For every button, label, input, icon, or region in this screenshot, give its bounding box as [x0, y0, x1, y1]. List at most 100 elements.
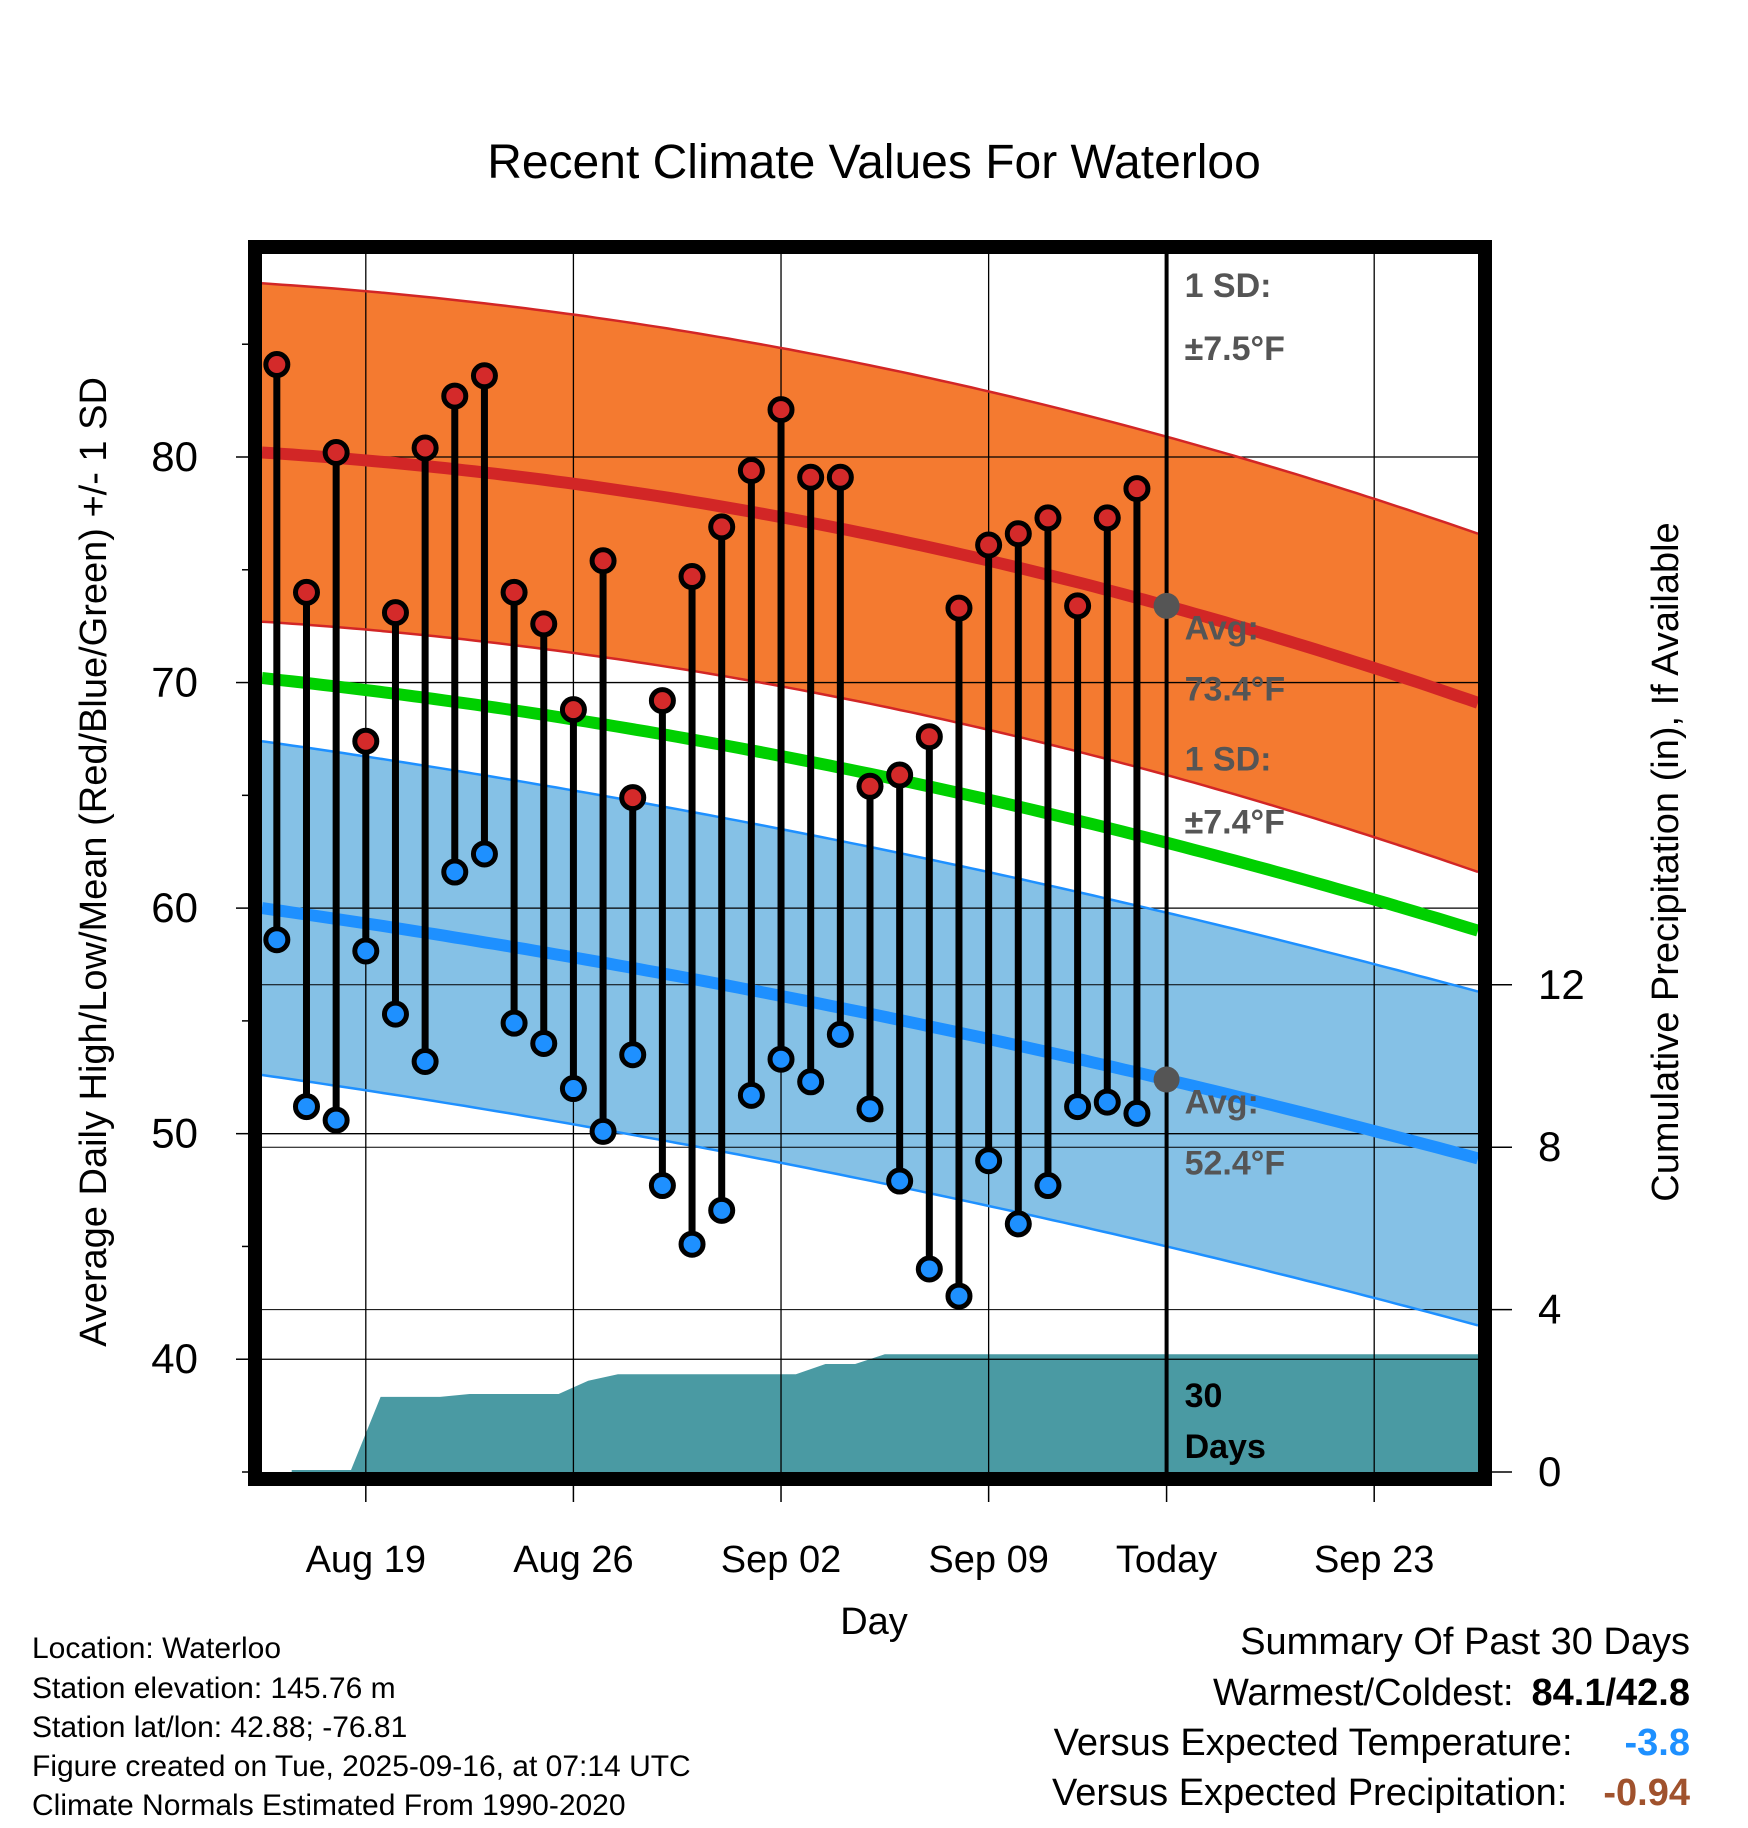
daily-high-marker — [352, 727, 380, 755]
daily-high-marker — [767, 396, 795, 424]
daily-low-marker — [619, 1041, 647, 1069]
daily-high-marker — [1034, 504, 1062, 532]
daily-low-marker — [886, 1167, 914, 1195]
precipitation-area — [291, 1354, 1478, 1472]
normals-line: Climate Normals Estimated From 1990-2020 — [32, 1789, 626, 1822]
high-sd-band — [262, 283, 1478, 872]
high-avg-value: 73.4°F — [1185, 671, 1286, 709]
y-tick-label: 60 — [151, 884, 198, 931]
daily-low-marker — [975, 1147, 1003, 1175]
daily-high-marker — [826, 463, 854, 491]
daily-low-marker — [589, 1117, 617, 1145]
warm-cold-label: Warmest/Coldest: — [1212, 1672, 1514, 1714]
daily-high-marker — [500, 578, 528, 606]
location-line: Location: Waterloo — [32, 1632, 282, 1665]
daily-high-marker — [381, 599, 409, 627]
y-tick-label: 80 — [151, 433, 198, 480]
summary-title: Summary Of Past 30 Days — [1240, 1621, 1690, 1663]
y2-tick-label: 12 — [1538, 961, 1585, 1008]
daily-low-marker — [915, 1255, 943, 1283]
daily-high-marker — [322, 438, 350, 466]
summary-precipitation: Versus Expected Precipitation: -0.94 — [1052, 1772, 1690, 1815]
daily-low-marker — [1064, 1093, 1092, 1121]
x-tick-label: Today — [1116, 1539, 1217, 1581]
y2-tick-label: 4 — [1538, 1286, 1561, 1333]
daily-high-marker — [886, 761, 914, 789]
daily-low-marker — [559, 1075, 587, 1103]
high-avg-label: Avg: — [1185, 610, 1259, 648]
daily-low-marker — [441, 858, 469, 886]
warm-cold-value: 84.1/42.8 — [1531, 1672, 1690, 1714]
daily-high-marker — [708, 513, 736, 541]
daily-high-marker — [975, 531, 1003, 559]
today-high-avg-dot — [1153, 592, 1180, 619]
daily-high-marker — [589, 547, 617, 575]
daily-low-marker — [708, 1196, 736, 1224]
daily-high-marker — [292, 578, 320, 606]
x-tick-label: Sep 09 — [928, 1539, 1048, 1581]
daily-low-marker — [352, 937, 380, 965]
daily-high-marker — [263, 351, 291, 379]
daily-low-marker — [1093, 1088, 1121, 1116]
daily-low-marker — [470, 840, 498, 868]
daily-low-marker — [263, 926, 291, 954]
daily-high-marker — [1123, 475, 1151, 503]
daily-low-marker — [381, 1000, 409, 1028]
low-avg-value: 52.4°F — [1185, 1144, 1286, 1182]
x-tick-label: Sep 23 — [1314, 1539, 1434, 1581]
daily-low-marker — [767, 1045, 795, 1073]
daily-low-marker — [1004, 1210, 1032, 1238]
daily-high-marker — [945, 594, 973, 622]
daily-high-marker — [411, 434, 439, 462]
latlon-line: Station lat/lon: 42.88; -76.81 — [32, 1711, 408, 1744]
daily-high-marker — [915, 723, 943, 751]
y-axis-label: Average Daily High/Low/Mean (Red/Blue/Gr… — [73, 377, 115, 1347]
today-low-avg-dot — [1153, 1066, 1180, 1093]
daily-high-marker — [559, 696, 587, 724]
daily-high-marker — [797, 463, 825, 491]
daily-low-marker — [530, 1029, 558, 1057]
daily-low-marker — [856, 1095, 884, 1123]
y-tick-label: 70 — [151, 659, 198, 706]
elevation-line: Station elevation: 145.76 m — [32, 1672, 396, 1705]
chart-title: Recent Climate Values For Waterloo — [487, 136, 1261, 189]
daily-high-marker — [737, 457, 765, 485]
high-lower-edge — [262, 620, 1478, 874]
low-sd-label: 1 SD: — [1185, 741, 1272, 779]
x-axis-label: Day — [840, 1601, 908, 1643]
low-lower-edge — [262, 1073, 1478, 1327]
daily-high-marker — [678, 563, 706, 591]
plot-frame — [248, 240, 1492, 1486]
y2-tick-label: 0 — [1538, 1448, 1561, 1495]
x-tick-label: Sep 02 — [721, 1539, 841, 1581]
daily-high-marker — [441, 382, 469, 410]
daily-low-marker — [1123, 1099, 1151, 1127]
precip-label: Versus Expected Precipitation: — [1051, 1772, 1568, 1814]
daily-high-marker — [648, 687, 676, 715]
x-tick-label: Aug 26 — [513, 1539, 633, 1581]
daily-high-marker — [1064, 592, 1092, 620]
daily-high-marker — [619, 784, 647, 812]
summary-warm-cold: Warmest/Coldest: 84.1/42.8 — [1213, 1672, 1690, 1715]
high-sd-value: ±7.5°F — [1185, 330, 1285, 368]
normal-high-line — [262, 446, 1478, 709]
daily-high-marker — [470, 362, 498, 390]
daily-low-marker — [678, 1230, 706, 1258]
daily-high-marker — [856, 772, 884, 800]
summary-temperature: Versus Expected Temperature: -3.8 — [1054, 1722, 1690, 1765]
y2-tick-label: 8 — [1538, 1123, 1561, 1170]
y2-axis-label: Cumulative Precipitation (in), If Availa… — [1645, 522, 1687, 1201]
plot-clipped-group — [262, 254, 1478, 1472]
temp-label: Versus Expected Temperature: — [1053, 1722, 1573, 1764]
x-tick-label: Aug 19 — [306, 1539, 426, 1581]
precip-value: -0.94 — [1603, 1772, 1690, 1814]
daily-low-marker — [648, 1172, 676, 1200]
daily-low-marker — [1034, 1172, 1062, 1200]
low-sd-value: ±7.4°F — [1185, 804, 1285, 842]
daily-low-marker — [826, 1020, 854, 1048]
created-line: Figure created on Tue, 2025-09-16, at 07… — [32, 1750, 691, 1783]
daily-low-marker — [797, 1068, 825, 1096]
daily-high-marker — [530, 610, 558, 638]
daily-low-marker — [292, 1093, 320, 1121]
